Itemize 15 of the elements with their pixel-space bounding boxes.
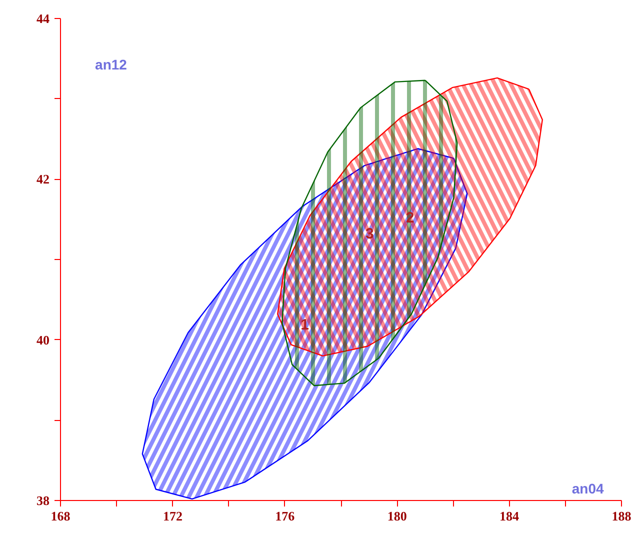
y-axis-title: an12 bbox=[95, 56, 128, 72]
x-tick-label: 180 bbox=[387, 508, 407, 524]
x-tick-label: 168 bbox=[50, 508, 71, 524]
series-label: 3 bbox=[365, 225, 374, 242]
y-tick-label: 44 bbox=[36, 11, 50, 26]
x-tick-label: 188 bbox=[612, 508, 632, 524]
series-label: 2 bbox=[406, 209, 414, 226]
x-tick-label: 176 bbox=[275, 508, 296, 524]
y-tick-label: 42 bbox=[36, 172, 50, 187]
y-tick-label: 38 bbox=[36, 493, 50, 508]
x-tick-label: 184 bbox=[500, 508, 520, 524]
y-tick-label: 40 bbox=[36, 332, 50, 348]
x-axis-title: an04 bbox=[572, 480, 604, 496]
series-label: 1 bbox=[300, 316, 310, 334]
x-tick-label: 172 bbox=[162, 508, 182, 524]
